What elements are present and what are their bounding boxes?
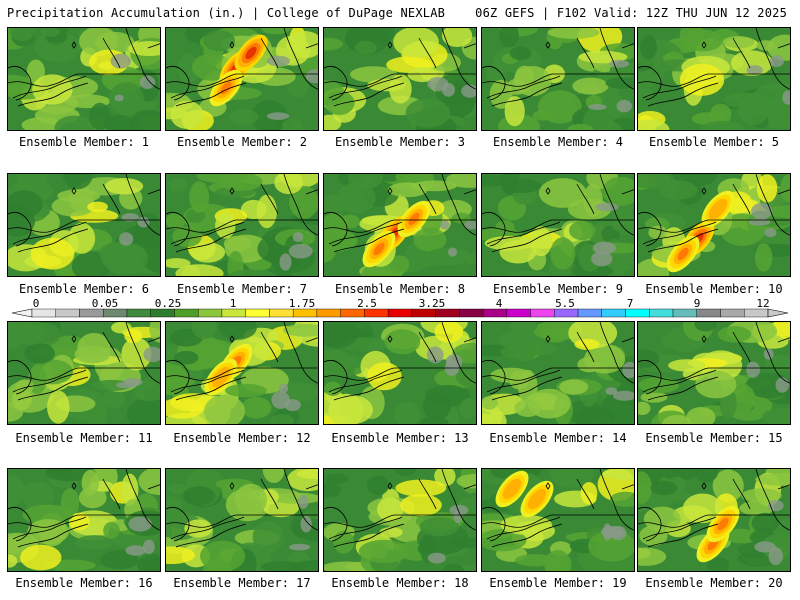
- colorbar-tick-label: 0: [32, 297, 40, 310]
- colorbar-swatch: [435, 308, 460, 318]
- ensemble-map-4: [481, 27, 635, 131]
- ensemble-member-label-6: Ensemble Member: 6: [18, 282, 150, 296]
- ensemble-map-13: [323, 321, 477, 425]
- colorbar-tick-label: 12: [756, 297, 770, 310]
- colorbar-swatch: [197, 308, 223, 318]
- colorbar-max-arrow: [767, 308, 789, 318]
- ensemble-member-label-12: Ensemble Member: 12: [173, 431, 311, 445]
- colorbar-swatch: [601, 308, 626, 318]
- colorbar-swatch: [744, 308, 769, 318]
- ensemble-member-label-9: Ensemble Member: 9: [492, 282, 624, 296]
- colorbar-swatch: [720, 308, 745, 318]
- colorbar-tick-label: 1.75: [288, 297, 316, 310]
- colorbar-swatch: [649, 308, 674, 318]
- colorbar-swatch: [245, 308, 270, 318]
- ensemble-map-15: [637, 321, 791, 425]
- ensemble-member-label-8: Ensemble Member: 8: [334, 282, 466, 296]
- colorbar-swatch: [364, 308, 389, 318]
- colorbar-min-arrow: [11, 308, 33, 318]
- ensemble-member-label-3: Ensemble Member: 3: [334, 135, 466, 149]
- ensemble-member-label-14: Ensemble Member: 14: [489, 431, 627, 445]
- colorbar-swatch: [625, 308, 650, 318]
- colorbar-swatch: [387, 308, 413, 318]
- colorbar-tick-label: 0.05: [91, 297, 119, 310]
- figure-title: Precipitation Accumulation (in.) | Colle…: [7, 6, 446, 20]
- ensemble-member-label-20: Ensemble Member: 20: [645, 576, 783, 590]
- ensemble-map-6: [7, 173, 161, 277]
- colorbar-swatch: [55, 308, 80, 318]
- ensemble-member-label-19: Ensemble Member: 19: [489, 576, 627, 590]
- ensemble-member-label-15: Ensemble Member: 15: [645, 431, 783, 445]
- ensemble-map-5: [637, 27, 791, 131]
- ensemble-map-12: [165, 321, 319, 425]
- colorbar-swatch: [554, 308, 579, 318]
- colorbar-swatch: [79, 308, 104, 318]
- colorbar-swatch: [174, 308, 199, 318]
- ensemble-map-17: [165, 468, 319, 572]
- colorbar-swatch: [696, 308, 721, 318]
- colorbar-swatch: [126, 308, 151, 318]
- ensemble-map-1: [7, 27, 161, 131]
- colorbar-tick-label: 0.25: [154, 297, 182, 310]
- ensemble-member-label-2: Ensemble Member: 2: [176, 135, 308, 149]
- colorbar-swatch: [672, 308, 697, 318]
- colorbar-tick-label: 4: [495, 297, 503, 310]
- ensemble-map-3: [323, 27, 477, 131]
- ensemble-member-label-7: Ensemble Member: 7: [176, 282, 308, 296]
- colorbar-swatch: [482, 308, 508, 318]
- colorbar-tick-label: 2.5: [357, 297, 377, 310]
- colorbar-tick-label: 5.5: [555, 297, 575, 310]
- colorbar-tick-label: 9: [693, 297, 701, 310]
- ensemble-member-label-10: Ensemble Member: 10: [645, 282, 783, 296]
- colorbar-swatch: [411, 308, 436, 318]
- ensemble-map-8: [323, 173, 477, 277]
- ensemble-member-label-16: Ensemble Member: 16: [15, 576, 153, 590]
- ensemble-map-11: [7, 321, 161, 425]
- ensemble-map-2: [165, 27, 319, 131]
- ensemble-member-label-17: Ensemble Member: 17: [173, 576, 311, 590]
- ensemble-map-16: [7, 468, 161, 572]
- colorbar-swatch: [459, 308, 484, 318]
- ensemble-map-18: [323, 468, 477, 572]
- precipitation-colorbar: [11, 308, 789, 318]
- colorbar-swatch: [577, 308, 602, 318]
- colorbar-swatch: [292, 308, 318, 318]
- colorbar-tick-label: 1: [229, 297, 237, 310]
- colorbar-swatch: [103, 308, 128, 318]
- ensemble-map-14: [481, 321, 635, 425]
- colorbar-tick-label: 7: [626, 297, 634, 310]
- colorbar-swatch: [221, 308, 246, 318]
- ensemble-member-label-5: Ensemble Member: 5: [648, 135, 780, 149]
- ensemble-member-label-18: Ensemble Member: 18: [331, 576, 469, 590]
- colorbar-swatch: [506, 308, 531, 318]
- colorbar-swatch: [150, 308, 175, 318]
- ensemble-member-label-11: Ensemble Member: 11: [15, 431, 153, 445]
- colorbar-tick-label: 3.25: [418, 297, 446, 310]
- ensemble-map-10: [637, 173, 791, 277]
- colorbar-swatch: [340, 308, 365, 318]
- colorbar-swatch: [31, 308, 56, 318]
- colorbar-swatch: [316, 308, 341, 318]
- ensemble-member-label-1: Ensemble Member: 1: [18, 135, 150, 149]
- ensemble-map-19: [481, 468, 635, 572]
- ensemble-map-20: [637, 468, 791, 572]
- ensemble-member-label-4: Ensemble Member: 4: [492, 135, 624, 149]
- ensemble-map-7: [165, 173, 319, 277]
- model-valid-time: 06Z GEFS | F102 Valid: 12Z THU JUN 12 20…: [475, 6, 787, 20]
- ensemble-member-label-13: Ensemble Member: 13: [331, 431, 469, 445]
- ensemble-map-9: [481, 173, 635, 277]
- colorbar-swatch: [269, 308, 294, 318]
- colorbar-swatch: [530, 308, 555, 318]
